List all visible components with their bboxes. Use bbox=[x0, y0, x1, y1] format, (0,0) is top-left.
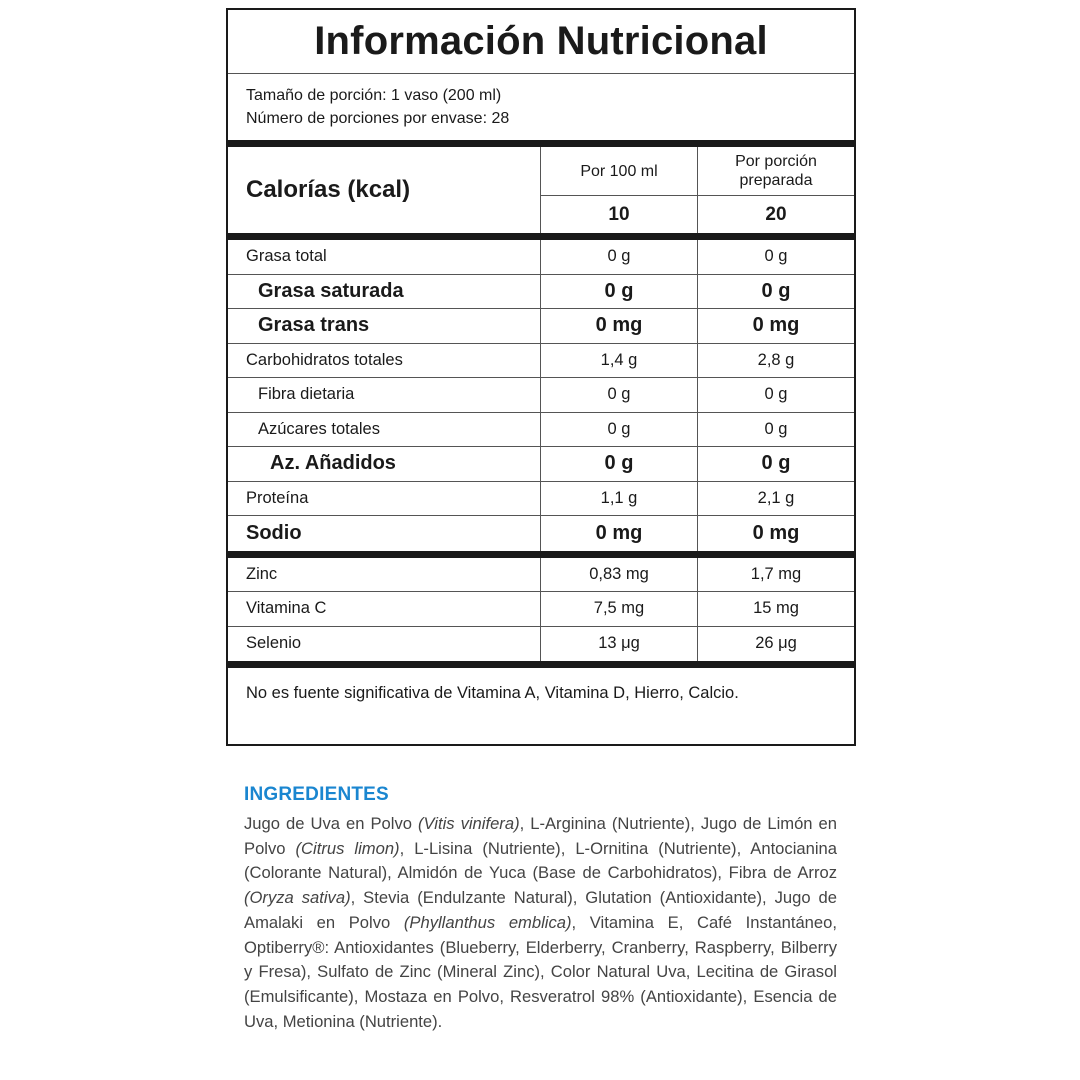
ingredient-text: , Vitamina E, Café Instantáneo, Optiberr… bbox=[244, 912, 837, 1031]
value-per-100ml: 0 g bbox=[541, 447, 698, 481]
value-per-100ml: 0 g bbox=[541, 274, 698, 308]
table-row: Proteína 1,1 g 2,1 g bbox=[228, 481, 854, 516]
footnote: No es fuente significativa de Vitamina A… bbox=[246, 684, 739, 702]
scientific-name: (Vitis vinifera) bbox=[417, 814, 520, 833]
nutrient-name: Proteína bbox=[228, 481, 541, 515]
label-title: Información Nutricional bbox=[228, 10, 854, 74]
calories-row: Calorías (kcal) Por 100 ml Por porción p… bbox=[228, 147, 854, 233]
value-per-portion: 1,7 mg bbox=[750, 564, 802, 583]
nutrition-facts-table: Información Nutricional Tamaño de porció… bbox=[226, 8, 856, 746]
ingredient-text: , L-Arginina (Nutriente), Jugo de Limón … bbox=[244, 814, 838, 858]
nutrient-name: Vitamina C bbox=[228, 592, 541, 626]
value-per-100ml: 0 g bbox=[541, 378, 698, 412]
nutrient-name: Grasa total bbox=[228, 240, 541, 274]
value-per-portion: 0 g bbox=[761, 452, 791, 475]
nutrient-name: Selenio bbox=[228, 626, 541, 661]
value-per-portion: 0 mg bbox=[752, 314, 800, 337]
ingredients-heading: INGREDIENTES bbox=[244, 784, 389, 805]
servings-per-container: Número de porciones por envase: 28 bbox=[246, 110, 510, 127]
calories-label: Calorías (kcal) bbox=[228, 147, 541, 233]
mineral-rows: Zinc 0,83 mg 1,7 mg Vitamina C 7,5 mg 15 mg Se… bbox=[228, 557, 854, 661]
scientific-name: (Oryza sativa) bbox=[244, 888, 351, 908]
calories-per-portion: 20 bbox=[765, 203, 787, 225]
table-row: Selenio 13 μg 26 μg bbox=[228, 626, 854, 661]
nutrient-name: Grasa trans bbox=[228, 309, 541, 343]
value-per-100ml: 7,5 mg bbox=[541, 592, 698, 626]
value-per-portion: 0 g bbox=[764, 385, 788, 404]
ingredients-section: INGREDIENTES Jugo de Uva en Polvo (Vitis… bbox=[244, 784, 837, 1034]
value-per-100ml: 0 g bbox=[541, 240, 698, 274]
value-per-100ml: 13 μg bbox=[541, 626, 698, 661]
divider bbox=[228, 233, 854, 240]
value-per-portion: 26 μg bbox=[755, 634, 797, 653]
ingredient-text: , L-Lisina (Nutriente), L-Ornitina (Nutr… bbox=[244, 838, 837, 883]
divider bbox=[228, 140, 854, 147]
calories-per-100ml: 10 bbox=[541, 196, 698, 233]
serving-info: Tamaño de porción: 1 vaso (200 ml) Númer… bbox=[228, 74, 854, 140]
nutrient-name: Az. Añadidos bbox=[228, 447, 541, 481]
scientific-name: (Phyllanthus emblica) bbox=[403, 912, 572, 932]
divider bbox=[228, 550, 854, 558]
value-per-portion: 0 g bbox=[764, 419, 788, 438]
value-per-portion: 15 mg bbox=[753, 599, 799, 618]
value-per-portion: 2,1 g bbox=[757, 488, 795, 507]
scientific-name: (Citrus limon) bbox=[295, 838, 400, 858]
serving-size: Tamaño de porción: 1 vaso (200 ml) bbox=[246, 87, 502, 104]
ingredient-text: , Stevia (Endulzante Natural), Glutation… bbox=[244, 888, 837, 932]
value-per-portion: 2,8 g bbox=[757, 350, 795, 369]
nutrient-name: Azúcares totales bbox=[228, 412, 541, 446]
col-header-per-100ml: Por 100 ml bbox=[541, 147, 698, 196]
value-per-100ml: 1,1 g bbox=[541, 481, 698, 515]
col-header-per-portion: Por porción preparada bbox=[698, 147, 854, 196]
nutrient-name: Fibra dietaria bbox=[228, 378, 541, 412]
value-per-portion: 0 mg bbox=[752, 521, 800, 544]
nutrient-name: Zinc bbox=[228, 557, 541, 591]
ingredients-text: Jugo de Uva en Polvo (Vitis vinifera), L… bbox=[244, 812, 837, 1034]
nutrient-name: Carbohidratos totales bbox=[228, 343, 541, 377]
table-row: Grasa trans 0 mg 0 mg bbox=[228, 309, 854, 344]
table-row: Sodio 0 mg 0 mg bbox=[228, 516, 854, 551]
table-row: Vitamina C 7,5 mg 15 mg bbox=[228, 592, 854, 627]
ingredient-text: Jugo de Uva en Polvo bbox=[244, 814, 418, 833]
divider bbox=[228, 661, 854, 668]
value-per-100ml: 0 mg bbox=[541, 516, 698, 551]
table-row: Zinc 0,83 mg 1,7 mg bbox=[228, 557, 854, 592]
nutrient-name: Sodio bbox=[228, 516, 541, 551]
value-per-100ml: 0 mg bbox=[541, 309, 698, 343]
value-per-portion: 0 g bbox=[761, 279, 791, 302]
value-per-100ml: 0,83 mg bbox=[541, 557, 698, 591]
value-per-100ml: 1,4 g bbox=[541, 343, 698, 377]
value-per-portion: 0 g bbox=[764, 247, 788, 266]
value-per-100ml: 0 g bbox=[541, 412, 698, 446]
nutrient-name: Grasa saturada bbox=[228, 274, 541, 308]
table-row: Carbohidratos totales 1,4 g 2,8 g bbox=[228, 343, 854, 378]
